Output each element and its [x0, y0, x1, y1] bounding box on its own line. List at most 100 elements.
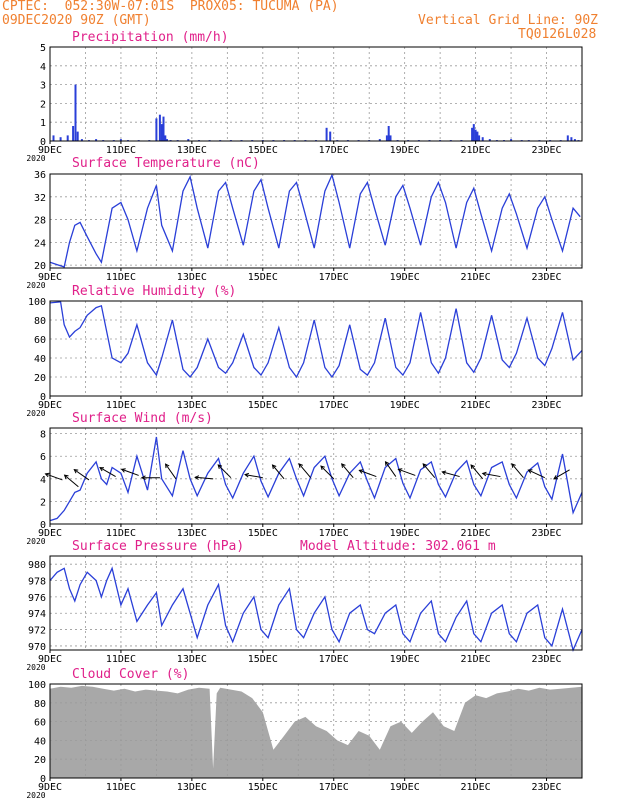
x-tick-label: 17DEC: [319, 400, 349, 411]
y-tick-label: 36: [34, 170, 46, 181]
y-tick-label: 28: [34, 216, 46, 227]
wind-vector-shaft: [482, 472, 501, 478]
wind-vector-shaft: [217, 464, 232, 479]
precip-bar: [158, 114, 161, 141]
wind-vector-head: [63, 474, 69, 480]
x-tick-label: 19DEC: [390, 654, 420, 665]
wind-vector: [384, 460, 397, 477]
y-tick-label: 20: [34, 755, 46, 766]
wind-vector: [165, 463, 177, 480]
x-tick-label: 21DEC: [461, 528, 491, 539]
precip-bar: [510, 139, 513, 141]
y-tick-label: 40: [34, 354, 46, 365]
wind-vector-shaft: [45, 473, 63, 481]
precip-bar: [160, 124, 163, 141]
wind-vector-shaft: [359, 469, 377, 478]
x-tick-label: 11DEC: [106, 400, 136, 411]
precip-bar: [329, 131, 332, 141]
x-tick-label: 19DEC: [390, 782, 420, 793]
precip-bar: [155, 118, 158, 141]
x-tick-label: 15DEC: [248, 528, 278, 539]
wind-vector: [120, 468, 139, 476]
x-tick-label: 9DEC: [38, 654, 62, 665]
x-tick-label: 21DEC: [461, 654, 491, 665]
wind-vector-head: [298, 463, 303, 468]
x-tick-label: 23DEC: [531, 400, 561, 411]
wind-vector-head: [358, 469, 364, 474]
precip-bar: [389, 135, 392, 141]
year-label: 2020: [26, 537, 45, 546]
wind-vector: [244, 472, 263, 479]
precip-bar: [387, 126, 390, 141]
wind-vector: [553, 469, 570, 480]
x-tick-label: 21DEC: [461, 400, 491, 411]
wind-vector-head: [481, 471, 487, 477]
x-tick-label: 9DEC: [38, 528, 62, 539]
wind-vector: [470, 464, 484, 480]
wind-vector-head: [140, 475, 146, 481]
year-label: 2020: [26, 409, 45, 418]
panel-rh: Relative Humidity (%) 0 20 40 60 80 100 9DEC 11D…: [26, 284, 583, 418]
wind-vector: [441, 470, 460, 478]
x-tick-label: 23DEC: [531, 528, 561, 539]
y-tick-label: 4: [40, 62, 46, 73]
x-tick-label: 13DEC: [177, 782, 207, 793]
wind-vector-head: [320, 465, 325, 471]
precip-bar: [119, 139, 122, 141]
wind-vector: [422, 463, 436, 479]
x-tick-label: 15DEC: [248, 145, 278, 156]
y-tick-label: 80: [34, 316, 46, 327]
wind-vector-head: [397, 468, 403, 473]
wind-vector-head: [271, 464, 277, 470]
wind-vector-head: [527, 469, 533, 474]
y-tick-label: 32: [34, 193, 46, 204]
wind-vector-head: [165, 463, 170, 469]
x-tick-label: 19DEC: [390, 272, 420, 283]
x-tick-label: 11DEC: [106, 782, 136, 793]
y-tick-label: 4: [40, 475, 46, 486]
x-tick-label: 15DEC: [248, 400, 278, 411]
panel-frame: [49, 555, 583, 651]
panel-temp: Surface Temperature (nC) 20 24 28 32 36 9DEC 11…: [26, 156, 583, 290]
model-altitude-label: Model Altitude: 302.061 m: [300, 539, 496, 554]
precip-bar: [325, 127, 328, 141]
wind-vector-head: [470, 464, 475, 470]
precip-bar: [476, 131, 479, 141]
precip-bar: [162, 116, 165, 141]
precip-bar: [74, 84, 77, 141]
y-tick-label: 8: [40, 430, 46, 441]
wind-vector-shaft: [470, 464, 484, 480]
precip-bar: [474, 129, 477, 141]
precip-bar: [385, 135, 388, 141]
panel-cloud: Cloud Cover (%) 0 20 40 60 80 100 9DEC 11DEC 13DE…: [26, 667, 583, 800]
y-tick-label: 3: [40, 81, 46, 92]
x-tick-label: 13DEC: [177, 272, 207, 283]
precip-bar: [472, 124, 475, 141]
x-tick-label: 19DEC: [390, 528, 420, 539]
wind-vector: [397, 468, 416, 476]
y-tick-label: 20: [34, 373, 46, 384]
header-station: CPTEC: 052:30W-07:01S PROX05: TUCUMA (PA…: [2, 0, 339, 14]
x-tick-label: 17DEC: [319, 782, 349, 793]
y-tick-label: 6: [40, 452, 46, 463]
x-tick-label: 9DEC: [38, 145, 62, 156]
y-tick-label: 60: [34, 718, 46, 729]
x-tick-label: 11DEC: [106, 528, 136, 539]
panel-title: Relative Humidity (%): [72, 284, 236, 299]
wind-vector-shaft: [422, 463, 436, 479]
header-date: 09DEC2020 90Z (GMT): [2, 13, 151, 28]
wind-vector-shaft: [341, 463, 354, 479]
wind-vector-shaft: [553, 469, 570, 480]
wind-vector: [341, 463, 354, 479]
wind-vector-shaft: [74, 469, 90, 481]
panel-wind: Surface Wind (m/s) 0 2 4 6 8 9DEC 11DEC 13DEC 15D…: [26, 411, 583, 546]
y-tick-label: 20: [34, 261, 46, 272]
year-label: 2020: [26, 791, 45, 800]
y-tick-label: 0: [40, 137, 46, 148]
x-tick-label: 11DEC: [106, 654, 136, 665]
x-tick-label: 9DEC: [38, 400, 62, 411]
panel-title: Surface Temperature (nC): [72, 156, 260, 171]
precip-bar: [573, 139, 576, 141]
wind-vector-shaft: [245, 474, 263, 479]
panel-frame: [49, 683, 583, 779]
